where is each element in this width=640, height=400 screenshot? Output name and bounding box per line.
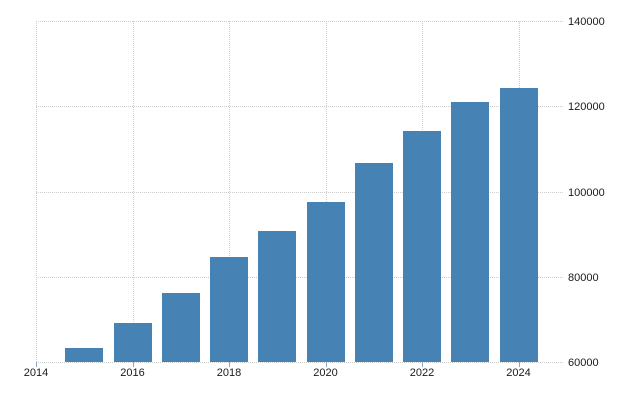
y-axis-label: 60000: [568, 357, 599, 369]
bar-2016: [113, 322, 152, 362]
bar-2015: [65, 347, 104, 362]
x-axis-label: 2014: [23, 367, 49, 379]
gridline-x-2016: [132, 21, 134, 362]
gridline-x-2020: [325, 21, 327, 362]
x-axis-label: 2024: [506, 367, 531, 379]
bar-2024: [499, 88, 538, 362]
x-axis-tick-2020: [325, 362, 327, 367]
gridline-x-2014: [36, 21, 37, 362]
y-axis-label: 120000: [568, 101, 605, 114]
bar-2019: [258, 231, 297, 362]
gridline-x-2018: [229, 21, 230, 362]
bar-2020: [306, 201, 345, 362]
x-axis-tick-2022: [422, 362, 423, 367]
bar-2023: [451, 101, 490, 362]
y-axis-label: 140000: [568, 16, 605, 28]
x-axis-tick-2014: [36, 362, 37, 367]
bar-2017: [161, 292, 200, 362]
x-axis-label: 2022: [409, 367, 435, 379]
bar-2018: [210, 256, 248, 362]
y-axis-label: 80000: [568, 271, 599, 284]
gridline-y-100000: [36, 191, 563, 193]
x-axis-tick-2018: [229, 362, 230, 367]
y-axis-label: 100000: [568, 186, 605, 199]
gridline-y-60000: [36, 362, 563, 363]
gridline-y-140000: [36, 21, 563, 22]
bar-2022: [403, 131, 441, 362]
bar-2021: [354, 162, 393, 362]
x-axis-tick-2024: [518, 362, 520, 367]
x-axis-tick-2016: [132, 362, 134, 367]
x-axis-label: 2020: [313, 367, 338, 379]
x-axis-label: 2018: [216, 367, 242, 379]
gridline-y-80000: [36, 276, 563, 278]
gridline-y-120000: [36, 106, 563, 108]
x-axis-label: 2016: [120, 367, 145, 379]
